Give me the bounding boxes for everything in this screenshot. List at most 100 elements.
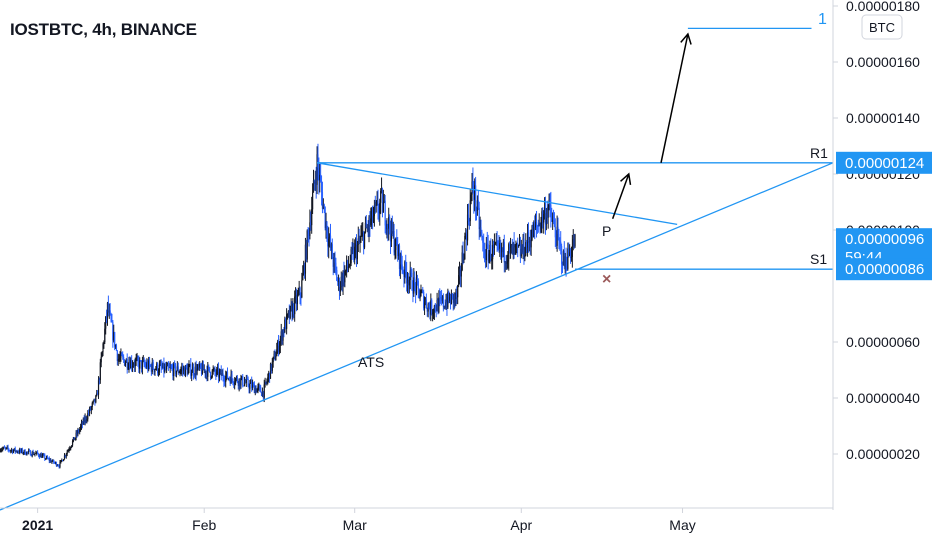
candle-body [216, 369, 218, 375]
candle-body [113, 332, 115, 341]
candle-body [531, 225, 533, 240]
candle-body [179, 371, 181, 373]
candle-body [303, 265, 306, 274]
candle-body [310, 222, 312, 226]
projection-arrow[interactable] [660, 33, 689, 163]
candle-body [210, 376, 212, 378]
price-tick-label: 0.00000160 [846, 54, 920, 70]
candle-body [552, 220, 555, 222]
candle-body [393, 231, 395, 253]
candle-body [103, 342, 105, 345]
candle-body [175, 370, 178, 374]
candle-body [449, 297, 451, 301]
candle-body [484, 258, 487, 260]
candle-body [304, 244, 307, 274]
candle-body [381, 189, 384, 213]
candle-body [260, 386, 262, 393]
candle-body [519, 244, 522, 257]
candle-body [518, 245, 520, 247]
candle-body [422, 291, 424, 293]
candle-body [299, 287, 301, 296]
candle-body [430, 300, 432, 315]
candle-body [363, 232, 365, 248]
candle-body [537, 226, 539, 228]
candle-body [329, 235, 331, 239]
candle-body [160, 364, 162, 368]
candle-body [349, 263, 351, 267]
candle-body [352, 248, 354, 250]
candle-body [156, 363, 158, 369]
candle-body [144, 364, 146, 366]
candle-body [448, 291, 450, 301]
candle-body [371, 208, 373, 219]
candle-body [191, 367, 194, 373]
candle-body [433, 305, 436, 313]
candle-body [491, 259, 493, 261]
candle-body [490, 244, 492, 261]
candle-body [97, 379, 100, 395]
candle-body [221, 373, 223, 376]
arrow-head-icon [680, 32, 692, 45]
candle-body [161, 367, 163, 369]
currency-badge[interactable] [861, 14, 903, 40]
candle-body [332, 258, 334, 267]
candle-body [23, 450, 25, 453]
drawings-layer[interactable] [0, 27, 834, 511]
candle-body [521, 248, 523, 253]
candle-body [287, 311, 290, 314]
candle-body [407, 280, 410, 286]
candle-body [92, 400, 94, 404]
candle-body [232, 378, 234, 383]
candle-body [186, 367, 188, 375]
candle-body [275, 356, 277, 361]
x-mark-icon[interactable]: × [602, 271, 611, 288]
candle-body [333, 256, 335, 267]
candle-body [46, 456, 49, 459]
candle-body [510, 244, 513, 247]
candle-body [227, 378, 230, 380]
candle-body [459, 268, 461, 277]
candle-body [362, 232, 364, 234]
candle-body [561, 246, 563, 265]
resistance-trendline-line[interactable] [316, 162, 678, 226]
candle-body [466, 214, 469, 241]
candle-body [39, 454, 41, 458]
candle-body [298, 287, 300, 294]
candle-body [208, 367, 211, 373]
candle-body [123, 356, 125, 360]
candle-body [476, 200, 479, 211]
candle-body [454, 294, 456, 299]
candle-body [561, 264, 564, 266]
candle-body [303, 265, 305, 274]
candle-body [157, 372, 160, 374]
candle-body [479, 227, 481, 230]
candle-body [62, 459, 65, 462]
candle-body [389, 216, 391, 230]
ats-line[interactable] [0, 162, 834, 511]
candle-body [346, 260, 348, 270]
candle-body [368, 217, 370, 231]
candle-body [96, 393, 98, 396]
candle-body [315, 181, 317, 185]
candle-body [79, 429, 81, 432]
candle-body [372, 208, 374, 222]
candle-body [379, 202, 381, 214]
candle-body [202, 363, 204, 371]
candle-body [137, 357, 139, 362]
scale-badge[interactable]: 1 [818, 11, 827, 28]
candle-body [520, 248, 522, 257]
candle-body [2, 447, 5, 449]
candle-body [115, 345, 118, 351]
candle-body [286, 313, 289, 315]
candle-body [412, 290, 414, 294]
time-axis[interactable]: 2021 Feb Mar Apr May [22, 508, 696, 533]
candle-body [36, 451, 38, 454]
candle-body [121, 353, 123, 356]
projection-arrow[interactable] [611, 173, 630, 220]
candle-body [505, 261, 507, 264]
candle-body [492, 245, 495, 249]
candle-body [424, 299, 427, 303]
candle-body [466, 234, 468, 241]
